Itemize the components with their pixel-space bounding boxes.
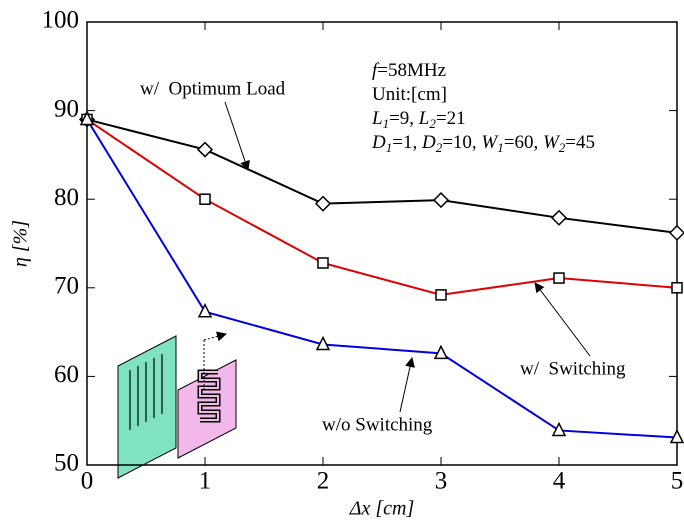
point	[314, 195, 332, 212]
series-line	[86, 118, 678, 234]
parameter-text: 1	[383, 116, 390, 131]
parameter-text: D	[421, 132, 436, 153]
y-axis-label: η [%]	[10, 220, 32, 267]
point	[79, 110, 95, 126]
point	[668, 224, 684, 241]
series-line	[86, 118, 678, 296]
parameter-line: Unit:[cm]	[372, 84, 447, 105]
point	[551, 421, 567, 437]
parameter-text: 1	[386, 140, 393, 155]
series-annotation: w/ Optimum Load	[140, 78, 286, 99]
parameter-line: f=58MHz	[372, 60, 446, 81]
parameter-text: =1,	[392, 132, 422, 153]
parameter-text: D	[371, 132, 386, 153]
x-tick-label: 0	[81, 468, 94, 495]
annotation-arrow	[534, 282, 591, 357]
y-tick-label: 70	[54, 273, 79, 300]
parameter-text: =21	[436, 108, 466, 129]
parameter-text: W	[481, 132, 499, 153]
point	[197, 303, 213, 318]
y-tick-label: 90	[54, 95, 79, 122]
parameter-text: 2	[436, 140, 443, 155]
point	[315, 335, 331, 351]
parameter-text: =58MHz	[377, 60, 446, 81]
point	[553, 272, 565, 284]
point	[550, 209, 568, 226]
plot-frame	[86, 21, 678, 466]
x-tick-label: 1	[199, 468, 212, 495]
series-annotation: w/ Switching	[520, 358, 626, 379]
parameter-text: L	[371, 108, 383, 129]
parameter-line: L1=9, L2=21	[371, 108, 466, 131]
parameter-text: f	[372, 60, 380, 81]
parameter-text: W	[543, 132, 561, 153]
parameter-text: 2	[559, 140, 566, 155]
series-annotation: w/o Switching	[322, 414, 433, 435]
parameter-text: =45	[565, 132, 595, 153]
x-tick-label: 5	[671, 468, 684, 495]
annotation-arrow	[399, 357, 415, 413]
x-axis-label: Δx [cm]	[349, 498, 415, 520]
point	[199, 193, 211, 205]
parameter-text: =10,	[442, 132, 481, 153]
parameter-text: 2	[429, 116, 436, 131]
y-tick-label: 50	[54, 450, 79, 477]
x-tick-label: 3	[435, 468, 448, 495]
y-tick-label: 60	[54, 361, 79, 388]
series-line	[86, 118, 678, 439]
parameter-text: =9,	[389, 108, 419, 129]
point	[432, 192, 450, 209]
point	[317, 257, 329, 269]
x-tick-label: 4	[553, 468, 566, 495]
point	[433, 344, 449, 360]
parameter-text: 1	[497, 140, 504, 155]
inset-diagram	[117, 331, 237, 479]
parameter-line: D1=1, D2=10, W1=60, W2=45	[371, 132, 595, 155]
parameter-text: =60,	[504, 132, 543, 153]
parameter-text: Unit:[cm]	[372, 84, 447, 105]
y-tick-label: 100	[42, 7, 80, 34]
y-tick-label: 80	[54, 184, 79, 211]
x-tick-label: 2	[317, 468, 330, 495]
point	[196, 141, 214, 158]
point	[669, 428, 684, 444]
point	[435, 289, 447, 301]
parameter-text: L	[418, 108, 430, 129]
annotation-arrow	[224, 101, 250, 171]
point	[671, 282, 683, 294]
